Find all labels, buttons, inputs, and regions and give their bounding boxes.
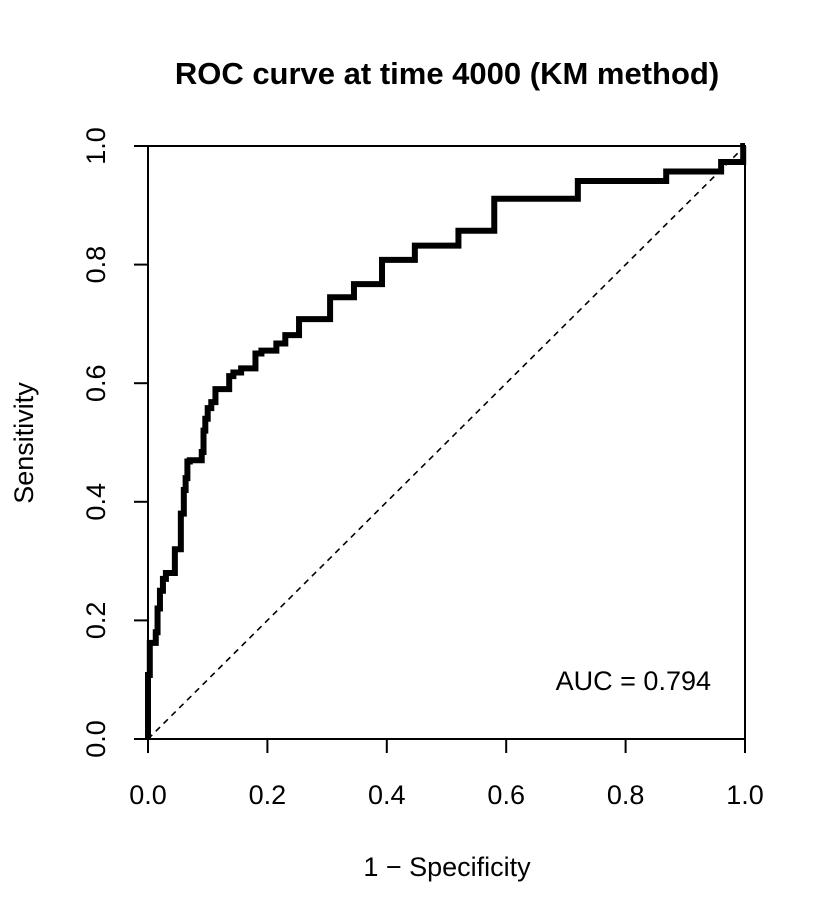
y-tick-label: 0.4 bbox=[81, 483, 111, 521]
y-tick-label: 1.0 bbox=[81, 127, 111, 165]
x-tick-label: 0.8 bbox=[607, 780, 645, 810]
plot-frame bbox=[147, 145, 746, 740]
x-axis: 0.0 0.2 0.4 0.6 0.8 1.0 bbox=[129, 739, 764, 810]
plot-area bbox=[147, 145, 746, 740]
chart-title: ROC curve at time 4000 (KM method) bbox=[175, 56, 719, 91]
x-tick-label: 0.2 bbox=[249, 780, 287, 810]
y-tick-label: 0.8 bbox=[81, 246, 111, 284]
auc-annotation: AUC = 0.794 bbox=[556, 666, 711, 696]
x-tick-label: 0.6 bbox=[487, 780, 525, 810]
y-axis-label: Sensitivity bbox=[9, 382, 39, 504]
reference-diagonal-line bbox=[147, 145, 746, 740]
y-axis: 0.0 0.2 0.4 0.6 0.8 1.0 bbox=[81, 127, 148, 758]
x-tick-label: 0.0 bbox=[129, 780, 167, 810]
y-tick-label: 0.6 bbox=[81, 364, 111, 402]
y-tick-label: 0.2 bbox=[81, 602, 111, 640]
x-tick-label: 1.0 bbox=[726, 780, 764, 810]
x-tick-label: 0.4 bbox=[368, 780, 406, 810]
roc-curve-line bbox=[145, 143, 747, 739]
x-axis-label: 1 − Specificity bbox=[363, 852, 531, 882]
y-tick-label: 0.0 bbox=[81, 720, 111, 758]
